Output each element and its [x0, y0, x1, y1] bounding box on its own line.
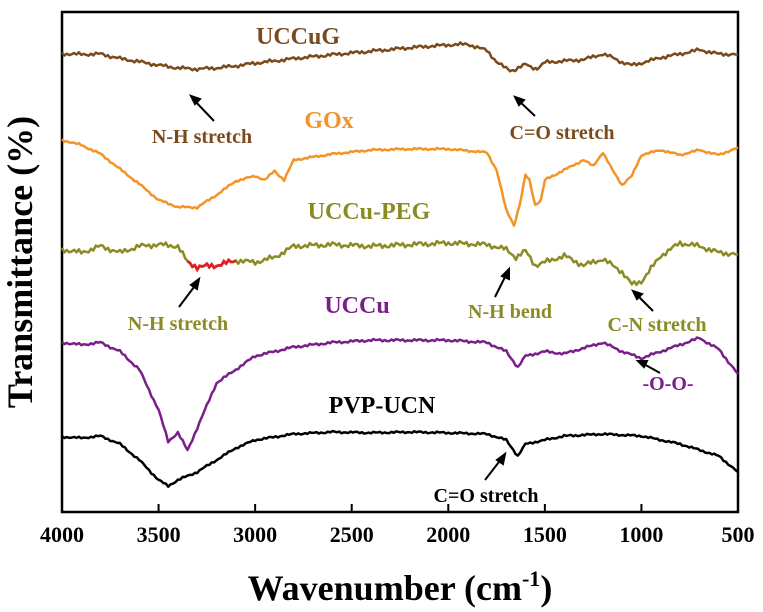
series-line-pvp-ucn — [61, 429, 739, 488]
y-axis-title: Transmittance (%) — [0, 116, 40, 408]
annotation-pvpucn-co-stretch: C=O stretch — [434, 485, 539, 507]
annotation-uccug-co-stretch: C=O stretch — [510, 122, 615, 144]
arrowhead-pvpucn-co — [495, 451, 507, 466]
series-line-uccu-peg — [60, 239, 739, 287]
x-tick-label: 1500 — [523, 522, 567, 547]
x-tick-label: 1000 — [619, 522, 663, 547]
annotation-uccupeg-cn-stretch: C-N stretch — [607, 314, 706, 336]
arrowhead-uccug-nh — [189, 94, 202, 106]
series-group — [60, 41, 739, 488]
series-label-gox: GOx — [304, 108, 353, 134]
series-label-uccu: UCCu — [324, 293, 389, 319]
x-tick-label: 2000 — [426, 522, 470, 547]
arrowhead-uccupeg-nh — [189, 276, 201, 291]
arrowhead-uccupeg-cn — [631, 289, 644, 301]
x-axis-title-suffix: ) — [540, 568, 552, 608]
series-label-uccu-peg: UCCu-PEG — [308, 199, 431, 225]
series-line-gox — [61, 138, 739, 227]
plot-frame — [60, 10, 740, 514]
series-label-pvp-ucn: PVP-UCN — [329, 393, 436, 419]
series-line-uccu — [61, 336, 739, 452]
x-tick-label: 3000 — [233, 522, 277, 547]
arrowhead-uccu-oo — [635, 360, 649, 369]
x-tick-label: 2500 — [330, 522, 374, 547]
highlight-segment-nh-stretch — [186, 257, 237, 273]
arrowhead-uccupeg-nhbend — [500, 266, 510, 281]
x-tick-label: 4000 — [40, 522, 84, 547]
arrowhead-uccug-co — [513, 95, 526, 107]
annotation-uccu-oo: -O-O- — [642, 373, 693, 395]
x-axis-title-main: Wavenumber (cm — [248, 568, 522, 608]
x-tick-label: 3500 — [137, 522, 181, 547]
x-axis-title: Wavenumber (cm-1) — [248, 566, 553, 608]
series-line-uccug — [61, 41, 739, 73]
x-tick-label: 500 — [722, 522, 755, 547]
annotation-uccupeg-nh-stretch: N-H stretch — [128, 313, 228, 335]
x-axis-ticks: 4000 3500 3000 2500 2000 1500 1000 500 — [40, 504, 755, 547]
x-axis-title-superscript: -1 — [522, 566, 540, 591]
series-label-uccug: UCCuG — [256, 24, 340, 50]
annotation-arrows — [178, 94, 661, 481]
annotation-uccupeg-nh-bend: N-H bend — [468, 301, 552, 323]
annotation-uccug-nh-stretch: N-H stretch — [152, 126, 252, 148]
